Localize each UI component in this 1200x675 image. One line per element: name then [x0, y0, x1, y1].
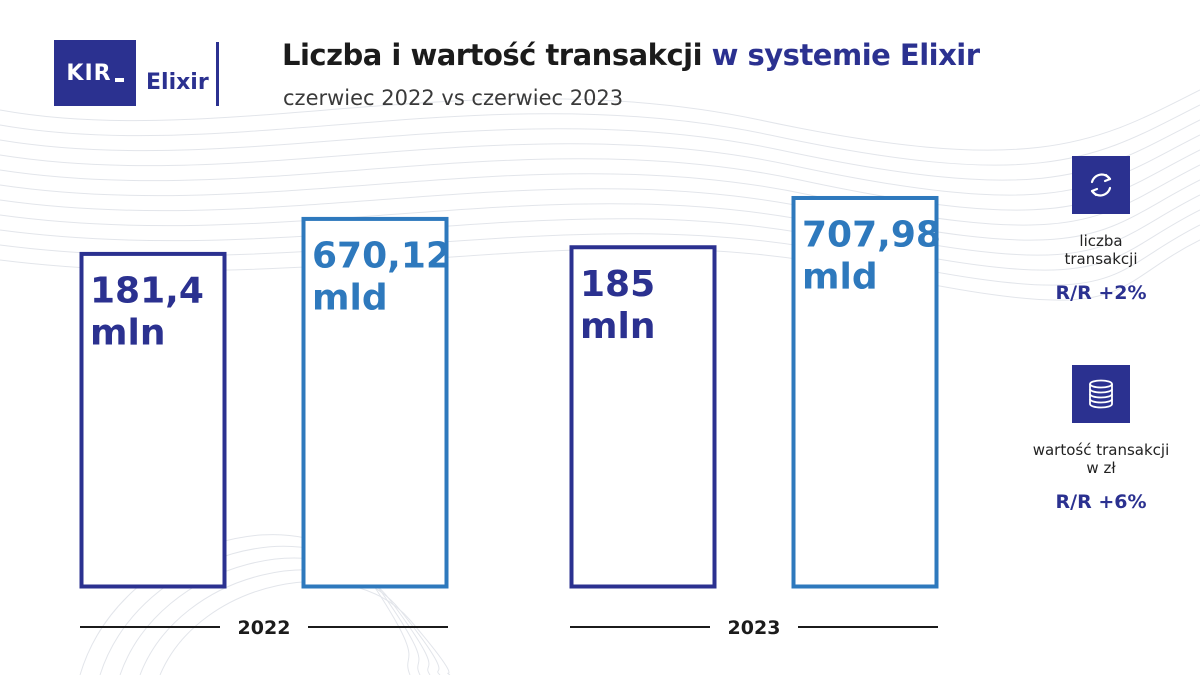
title-main: Liczba i wartość transakcji	[282, 38, 703, 72]
kir-logo-text: KIR	[66, 60, 112, 86]
legend-value-line1: wartość transakcji	[1032, 441, 1170, 459]
bar-count-2022	[79, 251, 227, 589]
bar-value-label: 181,4	[90, 270, 204, 311]
bar-unit-label: mln	[90, 312, 165, 353]
header-divider	[216, 42, 219, 106]
legend-count-label: liczba transakcji	[1026, 232, 1176, 268]
bar-unit-label: mld	[312, 277, 388, 318]
bar-value-label: 185	[580, 264, 655, 305]
legend-value-change: R/R +6%	[1055, 491, 1147, 513]
legend-count: liczba transakcji R/R +2%	[1026, 156, 1176, 304]
exchange-arrows-icon	[1072, 156, 1130, 214]
bar-value-label: 670,12	[312, 235, 451, 276]
chart-subtitle: czerwiec 2022 vs czerwiec 2023	[283, 86, 624, 110]
chart-title: Liczba i wartość transakcji w systemie E…	[282, 38, 980, 72]
kir-logo-dash	[114, 78, 124, 82]
legend-value: wartość transakcji w zł R/R +6%	[1026, 365, 1176, 513]
category-label-2023: 2023	[728, 617, 781, 639]
elixir-logo: Elixir	[146, 70, 209, 95]
bar-value-2023	[791, 195, 939, 589]
legend-count-line1: liczba	[1079, 232, 1123, 250]
coins-stack-icon	[1072, 365, 1130, 423]
bar-count-2023	[569, 245, 717, 589]
title-accent: w systemie Elixir	[711, 38, 980, 72]
kir-logo: KIR	[54, 40, 136, 106]
bar-unit-label: mld	[802, 256, 878, 297]
category-label-2022: 2022	[238, 617, 291, 639]
bar-value-2022	[301, 216, 449, 589]
bar-value-label: 707,98	[802, 214, 941, 255]
legend-value-label: wartość transakcji w zł	[1026, 441, 1176, 477]
bar-unit-label: mln	[580, 306, 655, 347]
legend-count-change: R/R +2%	[1055, 282, 1147, 304]
legend-value-line2: w zł	[1086, 459, 1116, 477]
legend-count-line2: transakcji	[1064, 250, 1138, 268]
